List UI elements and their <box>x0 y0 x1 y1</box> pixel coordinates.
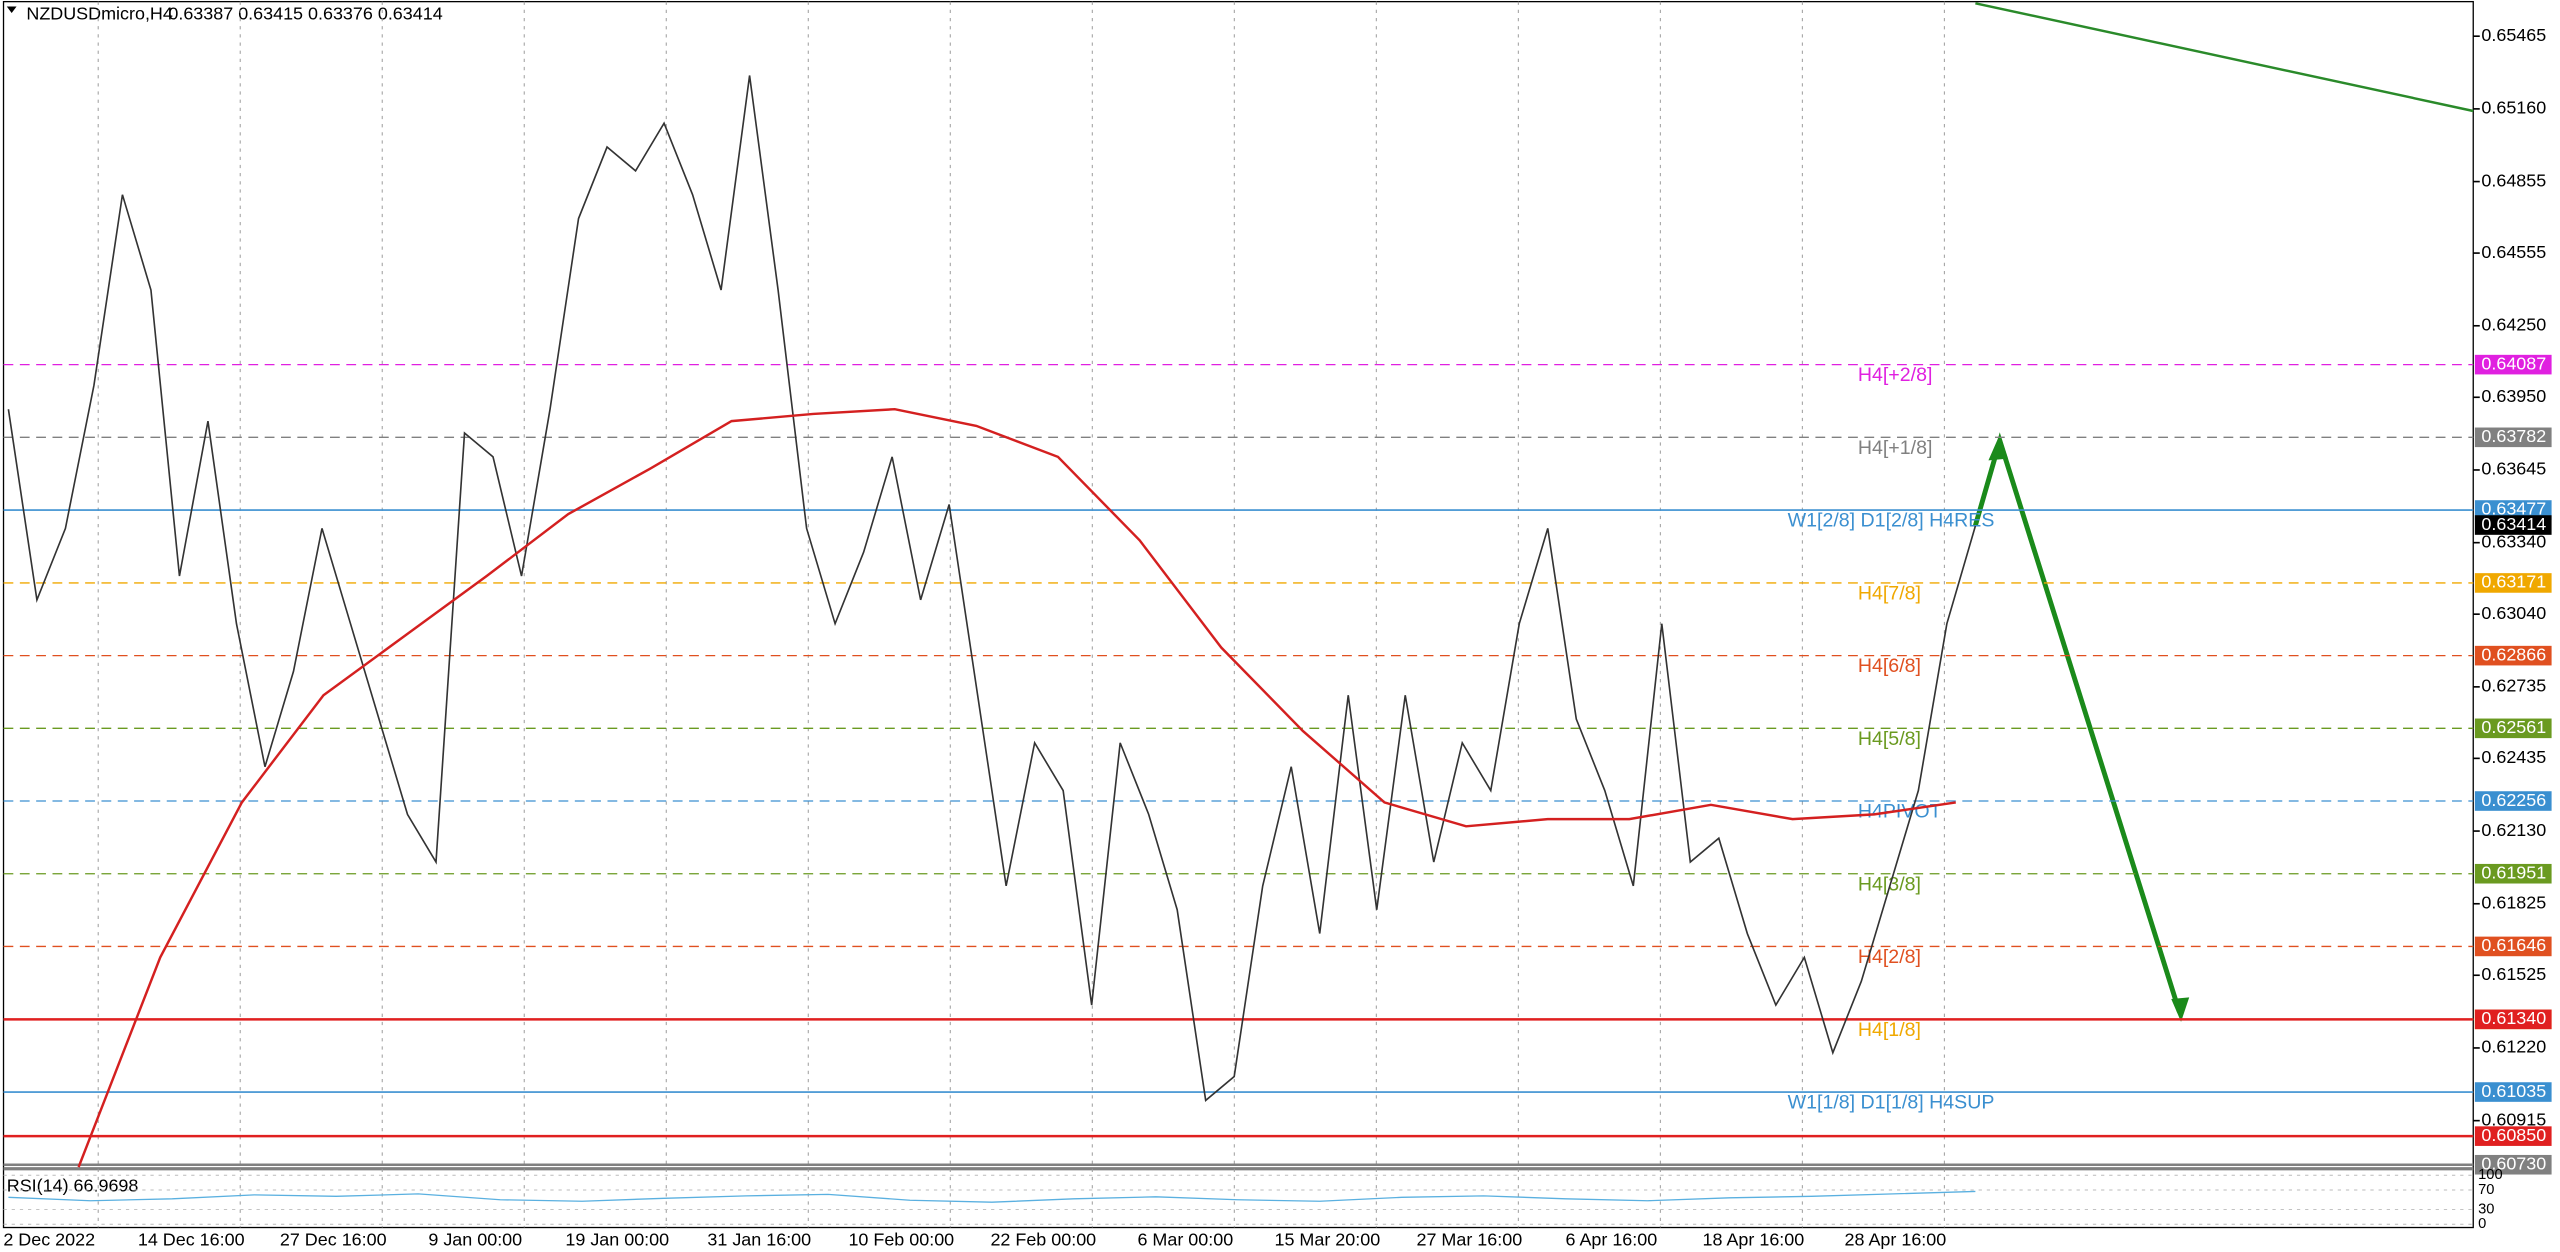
level-tag-text: 0.64087 <box>2481 353 2546 373</box>
price-label: 0.63950 <box>2481 386 2546 406</box>
level-tag-text: 0.61951 <box>2481 862 2546 882</box>
rsi-tick-label: 100 <box>2478 1167 2503 1183</box>
rsi-tick-label: 30 <box>2478 1201 2494 1217</box>
level-tag <box>2474 573 2552 593</box>
level-tag-text: 0.61646 <box>2481 935 2546 955</box>
price-label: 0.61825 <box>2481 892 2546 912</box>
level-tag <box>2474 936 2552 957</box>
time-label: 19 Jan 00:00 <box>565 1229 669 1249</box>
time-label: 10 Feb 00:00 <box>848 1229 954 1249</box>
price-label: 0.61525 <box>2481 964 2546 984</box>
price-path <box>7 75 1977 1102</box>
level-tag <box>2474 1154 2552 1175</box>
level-tag-text: 0.63171 <box>2481 572 2546 592</box>
price-label: 0.64250 <box>2481 315 2546 335</box>
level-tag <box>2474 354 2552 375</box>
time-label: 27 Dec 16:00 <box>280 1229 387 1249</box>
price-label: 0.62435 <box>2481 747 2546 767</box>
time-label: 9 Jan 00:00 <box>428 1229 522 1249</box>
trend-line <box>1975 2 2474 113</box>
level-tag-text: 0.62866 <box>2481 644 2546 664</box>
level-label: H4[6/8] <box>1858 655 1921 677</box>
rsi-title: RSI(14) 66.9698 <box>7 1175 139 1195</box>
menu-icon[interactable] <box>6 6 17 14</box>
level-tag-text: 0.62256 <box>2481 790 2546 810</box>
time-label: 27 Mar 16:00 <box>1416 1229 1522 1249</box>
price-label: 0.63340 <box>2481 531 2546 551</box>
level-label: W1[1/8] D1[1/8] H4SUP <box>1788 1092 1995 1114</box>
symbol: NZDUSDmicro,H4 <box>26 3 173 23</box>
rsi-tick-label: 70 <box>2478 1182 2494 1198</box>
level-label: H4[+2/8] <box>1858 364 1933 386</box>
time-label: 18 Apr 16:00 <box>1703 1229 1805 1249</box>
level-tag <box>2474 791 2552 811</box>
price-label: 0.64855 <box>2481 170 2546 190</box>
level-tag <box>2474 718 2552 739</box>
price-label: 0.63645 <box>2481 459 2546 479</box>
level-tag-text: 0.60730 <box>2481 1153 2546 1173</box>
time-label: 6 Mar 00:00 <box>1137 1229 1233 1249</box>
time-label: 22 Feb 00:00 <box>990 1229 1096 1249</box>
time-label: 14 Dec 16:00 <box>138 1229 245 1249</box>
price-label: 0.65160 <box>2481 98 2546 118</box>
level-label: H4[2/8] <box>1858 946 1921 968</box>
level-tag-text: 0.60850 <box>2481 1125 2546 1145</box>
time-label: 28 Apr 16:00 <box>1845 1229 1947 1249</box>
moving-average <box>77 407 1956 1168</box>
level-label: H4[7/8] <box>1858 583 1921 605</box>
level-label: H4[5/8] <box>1858 728 1921 750</box>
level-label: H4[+1/8] <box>1858 437 1933 459</box>
level-tag <box>2474 1126 2552 1146</box>
current-price-tag <box>2474 515 2552 535</box>
current-price-tag-text: 0.63414 <box>2481 514 2546 534</box>
price-label: 0.64555 <box>2481 242 2546 262</box>
level-tag-text: 0.63477 <box>2481 499 2546 519</box>
time-label: 31 Jan 16:00 <box>707 1229 811 1249</box>
price-label: 0.65465 <box>2481 25 2546 45</box>
level-tag-text: 0.63782 <box>2481 426 2546 446</box>
price-label: 0.63040 <box>2481 603 2546 623</box>
level-label: W1[2/8] D1[2/8] H4RES <box>1788 510 1995 532</box>
level-tag <box>2474 427 2552 448</box>
rsi-tick-label: 0 <box>2478 1216 2486 1232</box>
time-label: 15 Mar 20:00 <box>1274 1229 1380 1249</box>
level-tag <box>2474 645 2552 666</box>
quote: 0.63387 0.63415 0.63376 0.63414 <box>168 3 442 23</box>
level-label: H4[1/8] <box>1858 1019 1921 1041</box>
level-tag <box>2474 1082 2552 1102</box>
level-tag <box>2474 500 2552 520</box>
level-tag <box>2474 1009 2552 1030</box>
price-label: 0.62130 <box>2481 820 2546 840</box>
level-tag <box>2474 863 2552 884</box>
time-label: 2 Dec 2022 <box>3 1229 95 1249</box>
price-label: 0.61220 <box>2481 1037 2546 1057</box>
forecast-arrows <box>1973 432 2190 1022</box>
price-label: 0.60915 <box>2481 1109 2546 1129</box>
level-tag-text: 0.61340 <box>2481 1008 2546 1028</box>
level-label: H4[3/8] <box>1858 873 1921 895</box>
level-tag-text: 0.61035 <box>2481 1081 2546 1101</box>
price-label: 0.62735 <box>2481 676 2546 696</box>
level-tag-text: 0.62561 <box>2481 717 2546 737</box>
rsi-line <box>8 1190 1976 1203</box>
time-label: 6 Apr 16:00 <box>1565 1229 1657 1249</box>
